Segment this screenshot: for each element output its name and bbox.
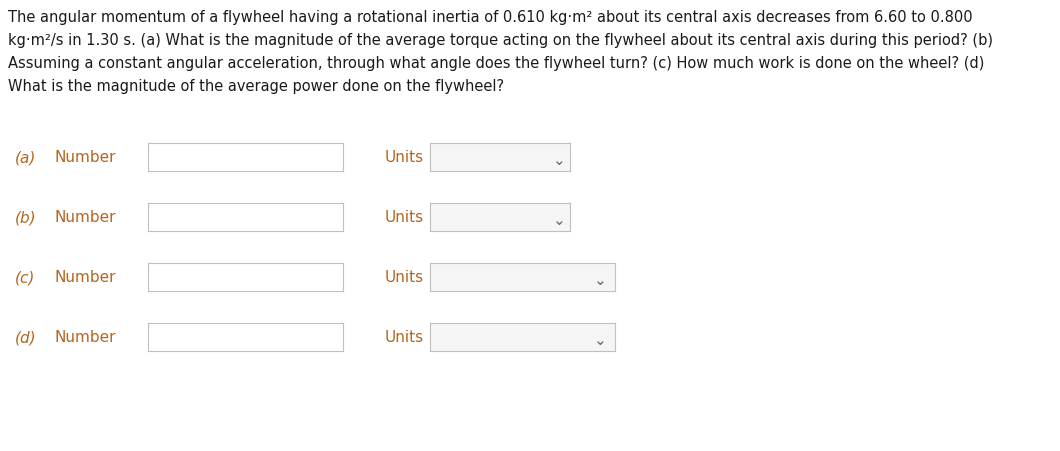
Text: Units: Units [385, 210, 424, 225]
Text: Number: Number [55, 210, 117, 225]
Text: Number: Number [55, 150, 117, 165]
Text: What is the magnitude of the average power done on the flywheel?: What is the magnitude of the average pow… [8, 79, 505, 94]
Text: The angular momentum of a flywheel having a rotational inertia of 0.610 kg·m² ab: The angular momentum of a flywheel havin… [8, 10, 973, 25]
Text: Units: Units [385, 330, 424, 345]
Text: (d): (d) [15, 330, 37, 345]
Text: Number: Number [55, 330, 117, 345]
Text: i: i [130, 269, 138, 287]
Text: ⌄: ⌄ [552, 212, 565, 227]
Text: ⌄: ⌄ [552, 152, 565, 167]
Text: i: i [130, 149, 138, 167]
Text: Number: Number [55, 270, 117, 285]
Text: (b): (b) [15, 210, 37, 225]
Text: Assuming a constant angular acceleration, through what angle does the flywheel t: Assuming a constant angular acceleration… [8, 56, 985, 71]
Text: (a): (a) [15, 150, 36, 165]
Text: ⌄: ⌄ [594, 332, 606, 347]
Text: (c): (c) [15, 270, 35, 285]
Text: ⌄: ⌄ [594, 272, 606, 287]
Text: kg·m²/s in 1.30 s. (a) What is the magnitude of the average torque acting on the: kg·m²/s in 1.30 s. (a) What is the magni… [8, 33, 993, 48]
Text: i: i [130, 329, 138, 347]
Text: i: i [130, 209, 138, 227]
Text: Units: Units [385, 270, 424, 285]
Text: Units: Units [385, 150, 424, 165]
